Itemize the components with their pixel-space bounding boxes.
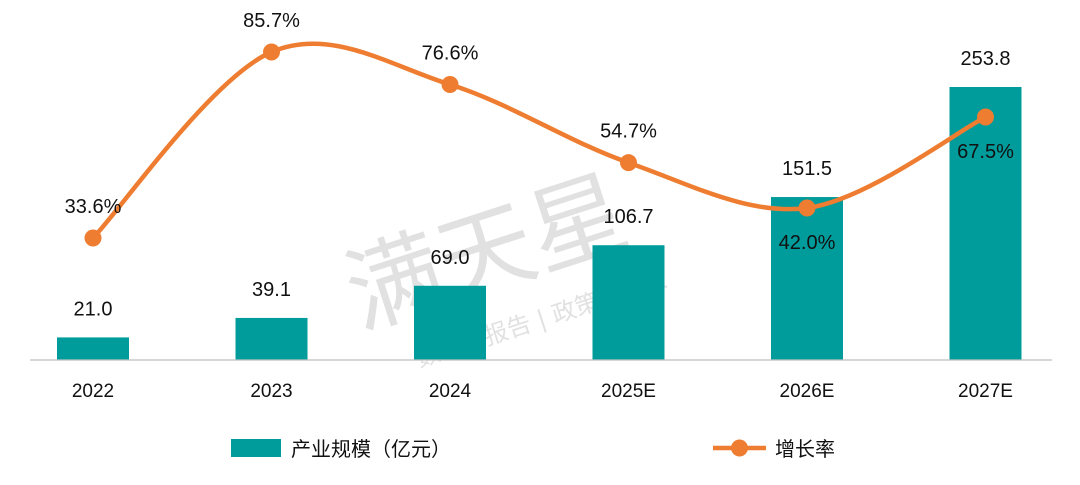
growth-point-2022	[84, 229, 102, 247]
x-tick-2025E: 2025E	[601, 381, 656, 402]
growth-label-2024: 76.6%	[422, 42, 479, 64]
bar-label-2025E: 106.7	[603, 206, 653, 228]
bar-label-2022: 21.0	[74, 298, 113, 320]
legend-line-label: 增长率	[775, 437, 835, 461]
growth-point-2024	[441, 75, 459, 93]
growth-label-2025E: 54.7%	[600, 121, 657, 143]
x-tick-2026E: 2026E	[780, 381, 835, 402]
bar-label-2024: 69.0	[431, 247, 470, 269]
bar-2022	[57, 337, 129, 360]
legend-bar-swatch	[231, 439, 281, 457]
growth-point-2026E	[798, 199, 816, 217]
bar-label-2026E: 151.5	[782, 158, 832, 180]
bar-label-2027E: 253.8	[960, 48, 1010, 70]
growth-label-2023: 85.7%	[243, 10, 300, 32]
growth-value-labels: 33.6% 85.7% 76.6% 54.7% 42.0% 67.5%	[65, 10, 1014, 254]
growth-label-2027E: 67.5%	[957, 141, 1014, 163]
x-tick-2023: 2023	[250, 381, 292, 402]
x-tick-2027E: 2027E	[958, 381, 1013, 402]
growth-label-2026E: 42.0%	[779, 232, 836, 254]
growth-point-2025E	[620, 154, 637, 172]
legend: 产业规模（亿元） 增长率	[231, 437, 835, 461]
x-axis-ticks: 2022 2023 2024 2025E 2026E 2027E	[72, 381, 1013, 402]
growth-point-2027E	[977, 108, 994, 126]
bar-2025E	[592, 245, 665, 360]
bars	[57, 87, 1022, 360]
bar-2024	[414, 285, 486, 360]
legend-line-marker	[731, 439, 748, 457]
x-tick-2024: 2024	[429, 381, 472, 402]
bar-label-2023: 39.1	[252, 279, 291, 301]
bar-value-labels: 21.0 39.1 69.0 106.7 151.5 253.8	[74, 48, 1011, 320]
growth-line	[90, 41, 988, 241]
growth-label-2022: 33.6%	[65, 196, 122, 218]
bar-2023	[235, 317, 308, 360]
x-tick-2022: 2022	[72, 381, 114, 402]
growth-points	[84, 43, 994, 247]
bar-2026E	[771, 197, 843, 360]
bar-2027E	[949, 87, 1022, 360]
growth-point-2023	[263, 43, 280, 61]
legend-bar-label: 产业规模（亿元）	[291, 437, 451, 461]
